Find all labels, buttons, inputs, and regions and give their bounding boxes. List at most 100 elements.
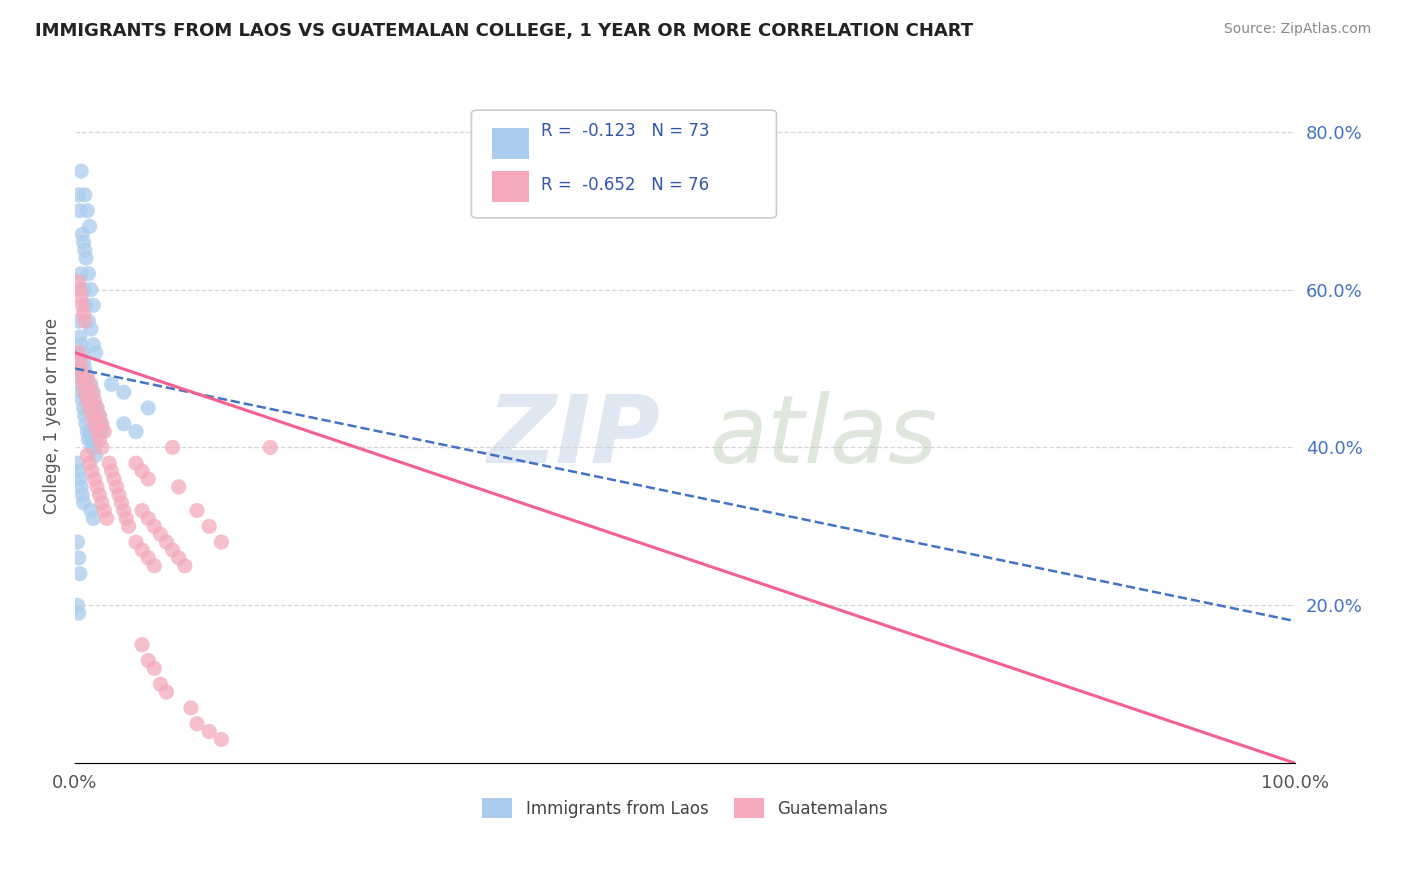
Point: [90, 417, 112, 431]
Point: [83, 392, 105, 407]
Point: [72, 496, 94, 510]
Point: [66, 599, 89, 613]
Point: [77, 314, 100, 328]
Point: [66, 456, 89, 470]
Point: [72, 306, 94, 320]
Text: Source: ZipAtlas.com: Source: ZipAtlas.com: [1223, 22, 1371, 37]
Point: [75, 251, 97, 265]
Point: [86, 401, 108, 415]
Point: [73, 385, 96, 400]
Point: [70, 338, 93, 352]
Point: [209, 732, 232, 747]
Point: [75, 298, 97, 312]
Point: [131, 543, 153, 558]
Point: [125, 535, 148, 549]
Point: [79, 377, 101, 392]
Point: [82, 433, 104, 447]
Point: [72, 369, 94, 384]
Text: R =  -0.652   N = 76: R = -0.652 N = 76: [541, 177, 709, 194]
Point: [80, 464, 103, 478]
Y-axis label: College, 1 year or more: College, 1 year or more: [44, 318, 60, 514]
Point: [115, 511, 138, 525]
Point: [67, 464, 90, 478]
Point: [73, 314, 96, 328]
Point: [198, 519, 221, 533]
Point: [80, 283, 103, 297]
Point: [66, 535, 89, 549]
Point: [149, 677, 172, 691]
Point: [73, 187, 96, 202]
FancyBboxPatch shape: [492, 170, 529, 202]
Point: [72, 298, 94, 312]
Point: [72, 283, 94, 297]
Point: [112, 503, 135, 517]
Point: [67, 550, 90, 565]
Point: [79, 392, 101, 407]
Point: [77, 385, 100, 400]
Point: [143, 519, 166, 533]
Point: [84, 345, 107, 359]
Point: [167, 550, 190, 565]
Point: [70, 361, 93, 376]
Point: [80, 409, 103, 423]
Point: [76, 203, 98, 218]
Point: [84, 409, 107, 423]
Point: [80, 322, 103, 336]
Point: [167, 480, 190, 494]
Point: [76, 369, 98, 384]
Point: [96, 511, 118, 525]
Point: [73, 409, 96, 423]
Point: [82, 298, 104, 312]
Point: [72, 488, 94, 502]
Point: [136, 472, 159, 486]
Point: [72, 235, 94, 249]
Point: [76, 392, 98, 407]
Point: [105, 480, 128, 494]
Point: [118, 519, 141, 533]
Point: [82, 338, 104, 352]
Point: [136, 511, 159, 525]
Point: [131, 503, 153, 517]
Point: [83, 417, 105, 431]
Point: [89, 488, 111, 502]
Point: [76, 425, 98, 439]
Point: [67, 275, 90, 289]
Point: [143, 661, 166, 675]
FancyBboxPatch shape: [492, 128, 529, 159]
Point: [136, 550, 159, 565]
Point: [84, 448, 107, 462]
Point: [86, 425, 108, 439]
Point: [80, 385, 103, 400]
Point: [103, 472, 125, 486]
Point: [90, 496, 112, 510]
Text: atlas: atlas: [710, 392, 938, 483]
Point: [136, 653, 159, 667]
Point: [209, 535, 232, 549]
Point: [72, 401, 94, 415]
Point: [125, 456, 148, 470]
Point: [136, 401, 159, 415]
Point: [149, 527, 172, 541]
Point: [72, 377, 94, 392]
Point: [67, 606, 90, 620]
Point: [77, 267, 100, 281]
Point: [69, 203, 91, 218]
Point: [80, 433, 103, 447]
Point: [93, 425, 115, 439]
Point: [155, 535, 177, 549]
Point: [93, 503, 115, 517]
Point: [125, 425, 148, 439]
Point: [100, 464, 122, 478]
Point: [162, 441, 184, 455]
Point: [77, 433, 100, 447]
Point: [90, 417, 112, 431]
Point: [186, 716, 208, 731]
Point: [70, 385, 93, 400]
Point: [259, 441, 281, 455]
Point: [80, 503, 103, 517]
Point: [70, 164, 93, 178]
Point: [69, 377, 91, 392]
Point: [72, 353, 94, 368]
Point: [112, 385, 135, 400]
Point: [90, 441, 112, 455]
